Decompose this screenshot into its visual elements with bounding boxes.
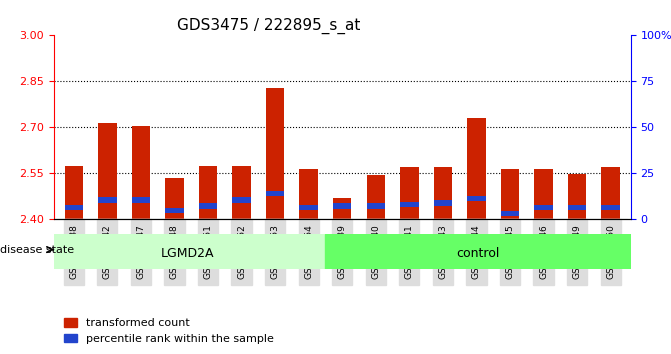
Bar: [534, 205, 553, 210]
Bar: [199, 166, 217, 219]
Bar: [333, 203, 352, 209]
Bar: [467, 118, 486, 219]
Bar: [132, 126, 150, 219]
Bar: [433, 167, 452, 219]
Bar: [501, 211, 519, 216]
Text: LGMD2A: LGMD2A: [161, 247, 215, 259]
Bar: [98, 197, 117, 202]
Bar: [400, 202, 419, 207]
Bar: [433, 200, 452, 206]
Bar: [568, 205, 586, 210]
Bar: [325, 234, 631, 269]
Bar: [601, 205, 620, 210]
Text: control: control: [456, 247, 500, 259]
Bar: [165, 208, 184, 213]
Bar: [232, 197, 251, 202]
Bar: [64, 166, 83, 219]
Bar: [266, 191, 285, 196]
Bar: [333, 198, 352, 219]
Bar: [54, 234, 325, 269]
Bar: [467, 195, 486, 201]
Bar: [232, 166, 251, 219]
Bar: [501, 169, 519, 219]
Bar: [601, 167, 620, 219]
Bar: [299, 169, 318, 219]
Legend: transformed count, percentile rank within the sample: transformed count, percentile rank withi…: [59, 314, 278, 348]
Bar: [165, 178, 184, 219]
Bar: [299, 205, 318, 210]
Bar: [132, 197, 150, 202]
Bar: [199, 203, 217, 209]
Bar: [568, 174, 586, 219]
Bar: [266, 87, 285, 219]
Bar: [366, 203, 385, 209]
Text: GDS3475 / 222895_s_at: GDS3475 / 222895_s_at: [176, 18, 360, 34]
Bar: [98, 123, 117, 219]
Bar: [400, 167, 419, 219]
Text: disease state: disease state: [0, 245, 74, 255]
Bar: [366, 175, 385, 219]
Bar: [534, 169, 553, 219]
Bar: [64, 205, 83, 210]
